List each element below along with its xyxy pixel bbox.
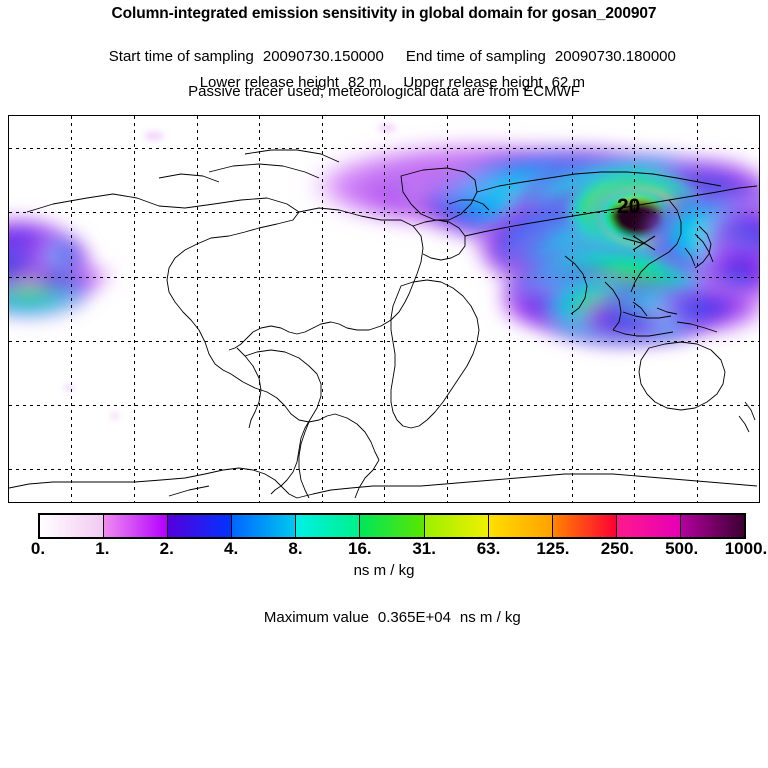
- end-time-label: End time of sampling: [405, 48, 546, 65]
- colorbar-segment-0: [40, 515, 105, 537]
- maximum-value-label: Maximum value: [263, 609, 369, 626]
- colorbar-segment-6: [424, 515, 489, 537]
- colorbar-segment-9: [616, 515, 681, 537]
- colorbar-tick-labels: 0. 1. 2. 4. 8. 16. 31. 63. 125. 250. 500. 1000.: [0, 539, 768, 561]
- release-height-line: Lower release height 82 m Upper release he…: [0, 57, 768, 108]
- colorbar-segment-8: [552, 515, 617, 537]
- colorbar-tick-5: 16.: [347, 539, 372, 558]
- start-time-label: Start time of sampling: [108, 48, 254, 65]
- colorbar-segment-10: [680, 515, 745, 537]
- release-site-marker: [622, 235, 656, 251]
- colorbar-segment-4: [296, 515, 361, 537]
- colorbar-tick-2: 2.: [159, 539, 174, 558]
- sampling-time-line: Start time of sampling 20090730.150000 End…: [0, 31, 768, 82]
- lower-release-height-label: Lower release height: [199, 74, 339, 91]
- colorbar-segment-3: [232, 515, 297, 537]
- release-site-label: 20: [617, 195, 641, 218]
- colorbar-tick-11: 1000.: [724, 539, 768, 558]
- maximum-value-number: 0.365E+04: [377, 609, 451, 626]
- colorbar-tick-10: 500.: [665, 539, 699, 558]
- upper-release-height-label: Upper release height: [403, 74, 543, 91]
- end-time-value: 20090730.180000: [554, 48, 676, 65]
- colorbar-unit-label: ns m / kg: [353, 562, 415, 579]
- graticule-grid: [9, 116, 759, 502]
- colorbar-segment-5: [360, 515, 425, 537]
- colorbar-segment-2: [168, 515, 233, 537]
- upper-release-height-value: 62 m: [551, 74, 585, 91]
- colorbar-tick-9: 250.: [600, 539, 634, 558]
- colorbar-tick-3: 4.: [223, 539, 239, 558]
- colorbar-tick-6: 31.: [412, 539, 436, 558]
- maximum-value-unit: ns m / kg: [459, 609, 521, 626]
- coastline-layer: [9, 149, 758, 499]
- maximum-value-line: Maximum value 0.365E+04 ns m / kg: [0, 592, 768, 643]
- colorbar: [38, 513, 746, 539]
- start-time-value: 20090730.150000: [262, 48, 384, 65]
- page-title: Column-integrated emission sensitivity i…: [111, 5, 657, 22]
- colorbar-tick-1: 1.: [95, 539, 110, 558]
- colorbar-tick-4: 8.: [288, 539, 303, 558]
- colorbar-tick-8: 125.: [536, 539, 570, 558]
- lower-release-height-value: 82 m: [347, 74, 382, 91]
- colorbar-segment-7: [488, 515, 553, 537]
- world-map-panel: 20: [8, 115, 760, 503]
- colorbar-tick-7: 63.: [476, 539, 501, 558]
- tracer-note: Passive tracer used, meteorological data…: [188, 83, 580, 100]
- colorbar-segment-1: [104, 515, 169, 537]
- colorbar-tick-0: 0.: [30, 539, 46, 558]
- colorbar-gradient: [38, 513, 746, 539]
